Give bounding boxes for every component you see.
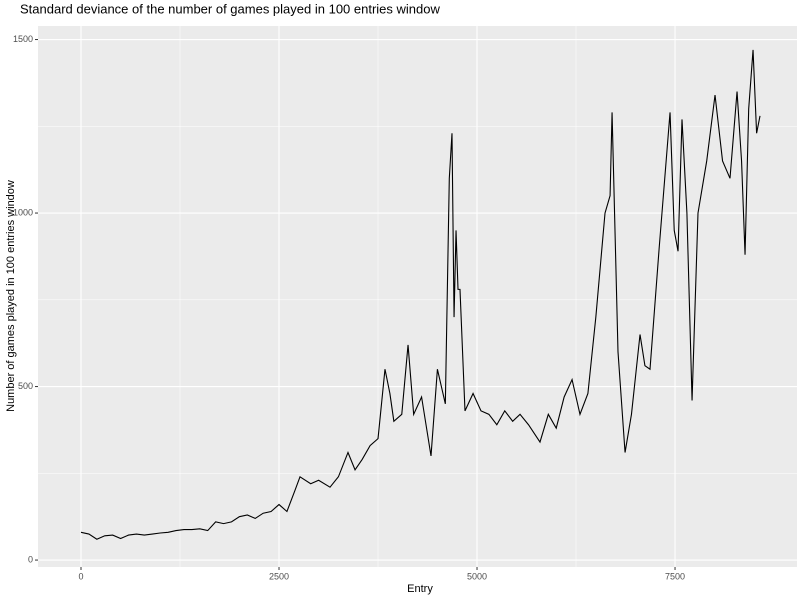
x-tick-label: 2500 [269,571,289,581]
y-tick-label: 500 [18,381,33,391]
y-tick-label: 0 [28,554,33,564]
x-tick-label: 5000 [467,571,487,581]
data-line [80,49,761,540]
x-axis-label: Entry [407,583,433,595]
x-tick-label: 7500 [665,571,685,581]
y-tick-label: 1500 [13,34,33,44]
y-tick-label: 1000 [13,207,33,217]
y-axis-label: Number of games played in 100 entries wi… [5,180,17,412]
x-tick-label: 0 [78,571,83,581]
chart-title: Standard deviance of the number of games… [20,1,440,16]
panel [38,26,797,567]
